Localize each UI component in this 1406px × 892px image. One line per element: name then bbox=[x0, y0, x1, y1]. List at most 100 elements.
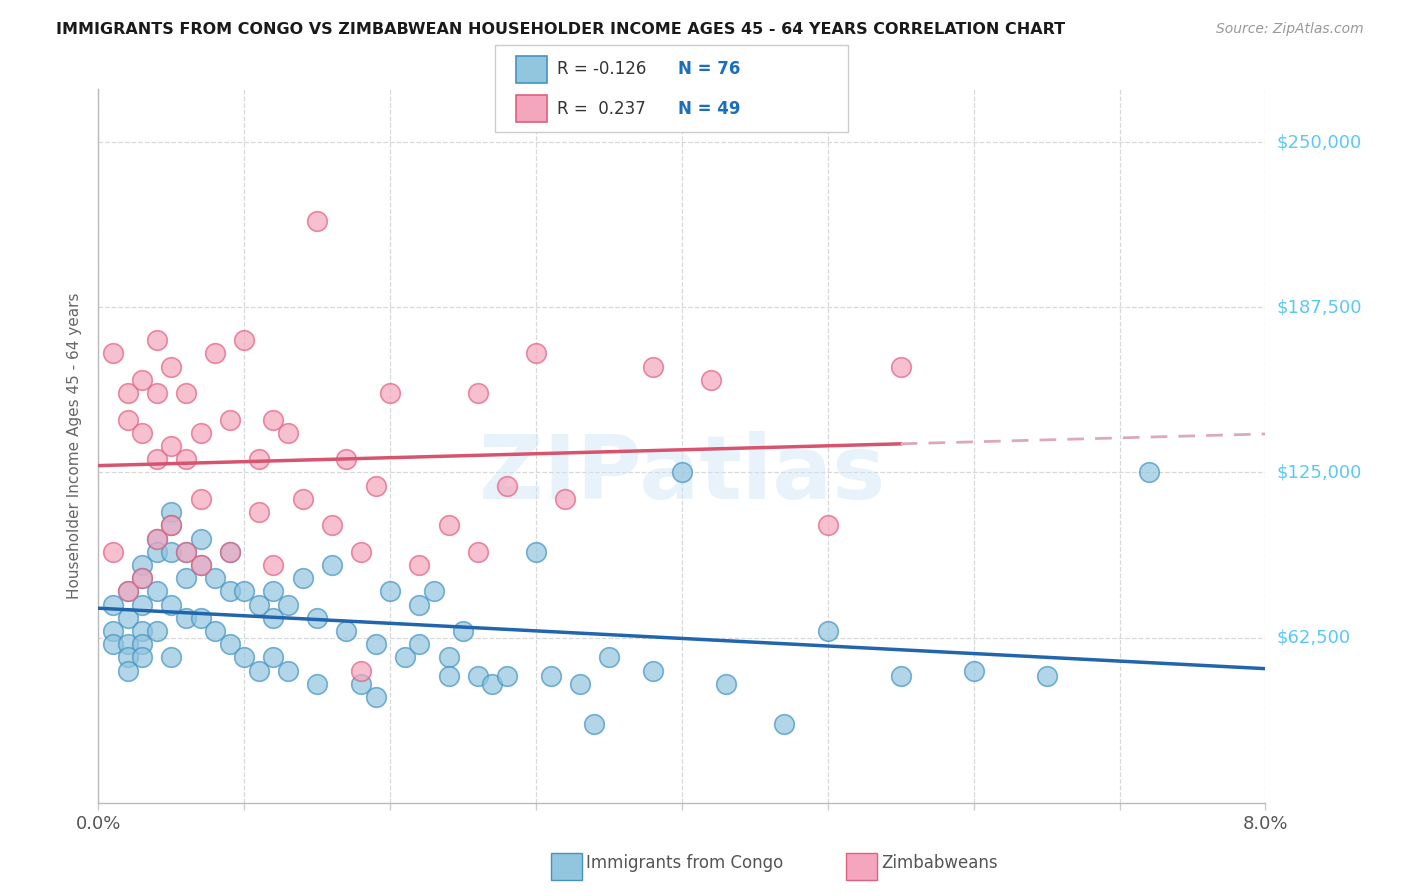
Y-axis label: Householder Income Ages 45 - 64 years: Householder Income Ages 45 - 64 years bbox=[67, 293, 83, 599]
Point bbox=[671, 466, 693, 480]
Point bbox=[350, 664, 373, 678]
Point bbox=[247, 452, 270, 467]
Point bbox=[496, 669, 519, 683]
Point bbox=[262, 558, 284, 572]
Point bbox=[233, 333, 256, 347]
Text: $125,000: $125,000 bbox=[1277, 464, 1362, 482]
Point bbox=[131, 598, 153, 612]
Point bbox=[160, 518, 183, 533]
Point bbox=[467, 386, 489, 401]
Text: R = -0.126: R = -0.126 bbox=[557, 61, 647, 78]
Point bbox=[146, 532, 169, 546]
Point bbox=[307, 611, 329, 625]
Text: Zimbabweans: Zimbabweans bbox=[882, 855, 998, 872]
Point bbox=[174, 386, 197, 401]
Point bbox=[117, 412, 139, 426]
Point bbox=[437, 518, 460, 533]
Point bbox=[101, 624, 124, 638]
Point bbox=[117, 637, 139, 651]
Point bbox=[1137, 466, 1160, 480]
Text: R =  0.237: R = 0.237 bbox=[557, 100, 645, 118]
Point bbox=[146, 624, 169, 638]
Point bbox=[890, 669, 912, 683]
Point bbox=[277, 598, 299, 612]
Point bbox=[307, 677, 329, 691]
Point bbox=[218, 412, 240, 426]
Point bbox=[962, 664, 984, 678]
Point bbox=[160, 439, 183, 453]
Point bbox=[321, 518, 343, 533]
Point bbox=[190, 532, 212, 546]
Point bbox=[146, 545, 169, 559]
Point bbox=[291, 491, 314, 506]
Point bbox=[378, 386, 402, 401]
Text: Immigrants from Congo: Immigrants from Congo bbox=[586, 855, 783, 872]
Point bbox=[131, 571, 153, 585]
Point bbox=[146, 452, 169, 467]
Point bbox=[262, 412, 284, 426]
Point bbox=[174, 545, 197, 559]
Point bbox=[204, 624, 226, 638]
Point bbox=[218, 637, 240, 651]
Point bbox=[641, 664, 664, 678]
Point bbox=[350, 545, 373, 559]
Point bbox=[262, 584, 284, 599]
Point bbox=[101, 346, 124, 360]
Point bbox=[131, 373, 153, 387]
Point bbox=[233, 650, 256, 665]
Point bbox=[335, 452, 357, 467]
Point bbox=[233, 584, 256, 599]
Point bbox=[277, 425, 299, 440]
Point bbox=[190, 558, 212, 572]
Point bbox=[890, 359, 912, 374]
Point bbox=[364, 690, 387, 704]
Point bbox=[101, 545, 124, 559]
Point bbox=[321, 558, 343, 572]
Point bbox=[131, 571, 153, 585]
Point bbox=[408, 558, 430, 572]
Point bbox=[262, 650, 284, 665]
Point bbox=[174, 452, 197, 467]
Point bbox=[394, 650, 416, 665]
Text: $250,000: $250,000 bbox=[1277, 133, 1362, 151]
Point bbox=[131, 637, 153, 651]
Point bbox=[307, 214, 329, 228]
Point bbox=[174, 545, 197, 559]
Point bbox=[423, 584, 446, 599]
Text: ZIPatlas: ZIPatlas bbox=[479, 431, 884, 518]
Point bbox=[291, 571, 314, 585]
Point bbox=[408, 598, 430, 612]
Point bbox=[131, 425, 153, 440]
Point bbox=[117, 611, 139, 625]
Point bbox=[524, 545, 547, 559]
Point bbox=[496, 478, 519, 492]
Point bbox=[117, 650, 139, 665]
Point bbox=[190, 611, 212, 625]
Point bbox=[817, 624, 839, 638]
Point bbox=[160, 545, 183, 559]
Point bbox=[408, 637, 430, 651]
Point bbox=[101, 637, 124, 651]
Point bbox=[117, 664, 139, 678]
Point bbox=[131, 650, 153, 665]
Text: N = 49: N = 49 bbox=[678, 100, 740, 118]
Point bbox=[700, 373, 723, 387]
Point bbox=[146, 532, 169, 546]
Point bbox=[524, 346, 547, 360]
Point bbox=[467, 669, 489, 683]
Point bbox=[554, 491, 576, 506]
Point bbox=[481, 677, 503, 691]
Point bbox=[262, 611, 284, 625]
Point bbox=[190, 425, 212, 440]
Point bbox=[364, 478, 387, 492]
Point bbox=[190, 491, 212, 506]
Text: Source: ZipAtlas.com: Source: ZipAtlas.com bbox=[1216, 22, 1364, 37]
Point bbox=[467, 545, 489, 559]
Point bbox=[437, 669, 460, 683]
Text: $62,500: $62,500 bbox=[1277, 629, 1351, 647]
Point bbox=[101, 598, 124, 612]
Point bbox=[146, 386, 169, 401]
Point bbox=[131, 624, 153, 638]
Point bbox=[598, 650, 620, 665]
Point bbox=[714, 677, 737, 691]
